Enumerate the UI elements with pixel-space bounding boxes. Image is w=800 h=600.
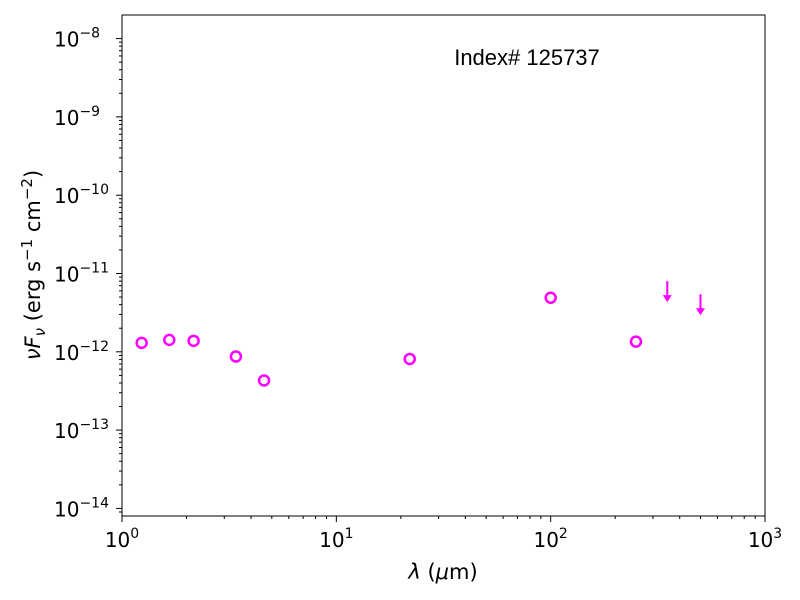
x-tick-label: 100: [105, 526, 139, 552]
y-axis-label: νFν (erg s−1 cm−2): [18, 170, 49, 360]
data-point: [544, 291, 557, 305]
upper-limit-arrowhead: [662, 295, 672, 303]
data-point: [257, 374, 271, 387]
y-tick-label: 10−13: [54, 417, 109, 443]
x-tick-label: 102: [533, 526, 567, 552]
data-point: [229, 350, 243, 363]
y-tick-label: 10−10: [54, 182, 109, 208]
data-point: [187, 334, 200, 348]
data-point: [403, 352, 416, 366]
y-tick-label: 10−8: [54, 26, 100, 52]
upper-limit-marker: [695, 294, 705, 316]
y-tick-label: 10−9: [54, 104, 100, 130]
x-tick-label: 101: [319, 526, 353, 552]
x-axis-label: λ (μm): [407, 560, 477, 584]
data-point: [135, 336, 148, 350]
y-tick-label: 10−14: [54, 495, 109, 521]
points-layer: [135, 281, 705, 387]
upper-limit-marker: [662, 281, 672, 303]
data-point: [629, 335, 643, 348]
chart-annotation: Index# 125737: [454, 45, 600, 70]
ticks-layer: 100 101 102 103 10−14 10−13 10−12 10−11 10−10 10−…: [54, 26, 782, 552]
y-tick-label: 10−12: [54, 339, 109, 365]
plot-frame: [121, 14, 766, 517]
upper-limit-arrowhead: [695, 308, 705, 316]
data-point: [163, 333, 176, 347]
y-tick-label: 10−11: [54, 260, 109, 286]
x-tick-label: 103: [748, 526, 782, 552]
